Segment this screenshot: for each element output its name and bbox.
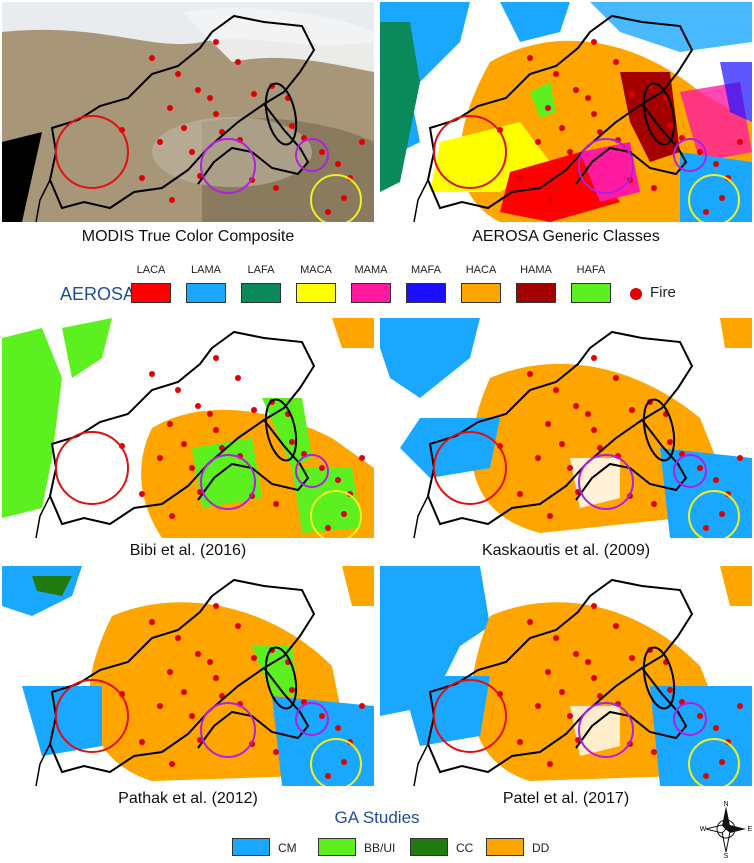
ga-legend-title: GA Studies (334, 808, 420, 827)
map-panel-pathak (2, 566, 374, 786)
legend-swatch-lama (186, 283, 226, 303)
compass-n: N (723, 801, 728, 808)
legend-label-hama: HAMA (520, 264, 552, 276)
legend-swatch-mafa (406, 283, 446, 303)
legend-label-lafa: LAFA (247, 264, 275, 276)
ga-swatch-bbui (318, 838, 356, 856)
aerosa-legend-title: AEROSA (60, 284, 136, 304)
fire-icon (630, 288, 642, 300)
map-panel-bibi (2, 318, 374, 538)
compass-s: S (724, 853, 729, 858)
caption-bibi: Bibi et al. (2016) (129, 542, 247, 559)
legend-label-maca: MACA (300, 264, 332, 276)
ga-swatch-cm (232, 838, 270, 856)
ga-label-bbui: BB/UI (364, 841, 396, 855)
legend-label-mama: MAMA (354, 264, 388, 276)
map-panel-patel (380, 566, 752, 786)
ga-swatch-cc (410, 838, 448, 856)
compass-w: W (700, 826, 707, 833)
legend-label-haca: HACA (465, 264, 497, 276)
map-panel-kaskaoutis (380, 318, 752, 538)
legend-label-mafa: MAFA (411, 264, 441, 276)
legend-swatch-mama (351, 283, 391, 303)
compass-e: E (748, 826, 752, 833)
ga-label-dd: DD (532, 841, 550, 855)
compass-rose-icon: N S W E (700, 800, 753, 860)
caption-pathak: Pathak et al. (2012) (118, 790, 258, 807)
legend-label-lama: LAMA (191, 264, 221, 276)
caption-modis: MODIS True Color Composite (81, 228, 295, 245)
ga-label-cm: CM (278, 841, 297, 855)
fire-legend-label: Fire (650, 284, 676, 301)
caption-kaskaoutis: Kaskaoutis et al. (2009) (481, 542, 651, 559)
legend-swatch-hama (516, 283, 556, 303)
legend-label-laca: LACA (136, 264, 166, 276)
map-panel-aerosa (380, 2, 752, 222)
ga-label-cc: CC (456, 841, 474, 855)
legend-swatch-hafa (571, 283, 611, 303)
legend-swatch-laca (131, 283, 171, 303)
legend-swatch-haca (461, 283, 501, 303)
caption-patel: Patel et al. (2017) (502, 790, 630, 807)
legend-swatch-maca (296, 283, 336, 303)
legend-label-hafa: HAFA (576, 264, 606, 276)
legend-swatch-lafa (241, 283, 281, 303)
caption-aerosa: AEROSA Generic Classes (472, 228, 660, 245)
ga-swatch-dd (486, 838, 524, 856)
map-panel-modis (2, 2, 374, 222)
